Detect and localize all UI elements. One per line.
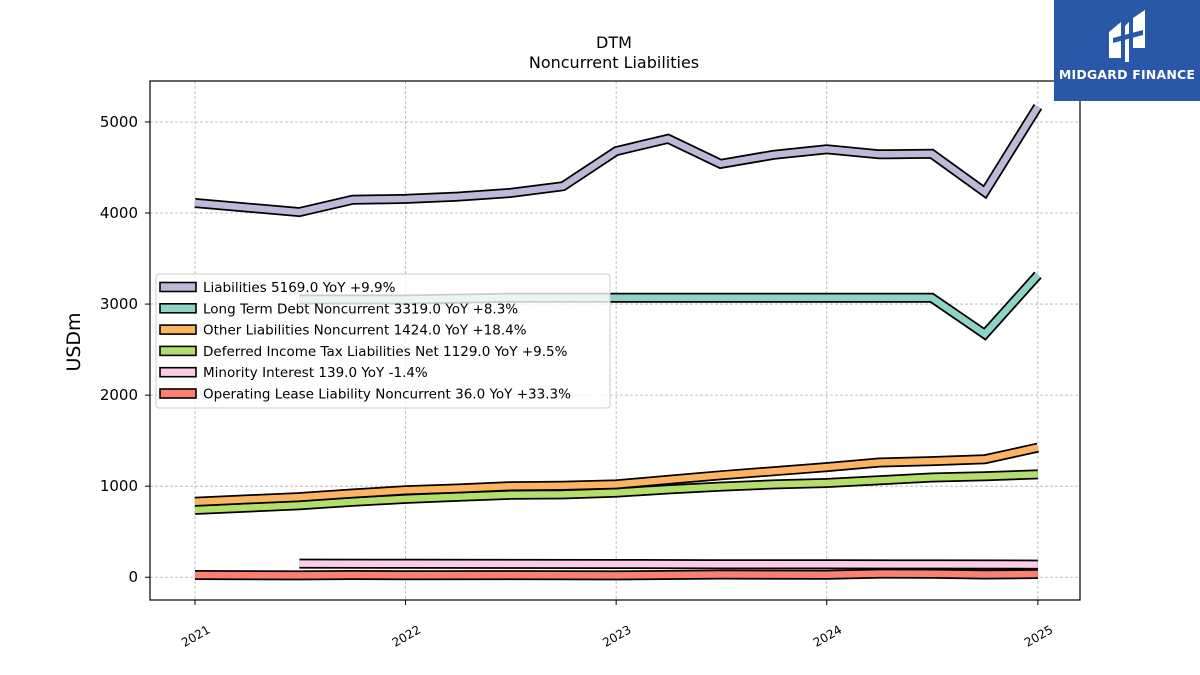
y-tick-label: 0 [128, 568, 138, 586]
logo-text: MIDGARD FINANCE [1058, 67, 1196, 82]
y-axis-label: USDm [63, 312, 85, 371]
legend-box [155, 273, 611, 409]
y-tick-label: 2000 [100, 386, 138, 404]
legend-swatch [159, 324, 197, 335]
series-line [194, 471, 1039, 514]
series-line [299, 560, 1038, 568]
brand-logo: MIDGARD FINANCE [1054, 0, 1200, 101]
y-tick-label: 1000 [100, 477, 138, 495]
legend-swatch [159, 366, 197, 378]
x-tick-label: 2024 [811, 622, 844, 649]
y-tick-label: 3000 [100, 295, 138, 313]
legend-label: Deferred Income Tax Liabilities Net 1129… [203, 344, 568, 360]
legend-swatch [159, 281, 197, 293]
x-ticks: 2021 2022 2023 2024 2025 [179, 600, 1055, 650]
x-tick-label: 2025 [1022, 622, 1055, 649]
legend-swatch [159, 388, 197, 399]
x-tick-label: 2022 [390, 622, 423, 649]
legend-label: Liabilities 5169.0 YoY +9.9% [203, 280, 396, 296]
legend: Liabilities 5169.0 YoY +9.9% Long Term De… [155, 273, 611, 409]
series-line [194, 444, 1039, 505]
series-line [194, 104, 1041, 216]
logo-mark-icon [1109, 10, 1145, 62]
legend-swatch [159, 302, 197, 314]
legend-swatch [159, 345, 197, 357]
chart-title: DTM [596, 33, 632, 52]
x-tick-label: 2021 [179, 622, 212, 649]
legend-label: Minority Interest 139.0 YoY -1.4% [203, 365, 428, 381]
y-ticks: 0 1000 2000 3000 4000 5000 [100, 113, 150, 586]
legend-label: Long Term Debt Noncurrent 3319.0 YoY +8.… [203, 301, 518, 317]
x-tick-label: 2023 [600, 622, 633, 649]
plot-frame [149, 80, 1081, 601]
legend-label: Other Liabilities Noncurrent 1424.0 YoY … [203, 323, 527, 339]
chart-subtitle: Noncurrent Liabilities [529, 53, 699, 72]
series-line [194, 570, 1038, 579]
y-tick-label: 5000 [100, 113, 138, 131]
y-tick-label: 4000 [100, 204, 138, 222]
legend-label: Operating Lease Liability Noncurrent 36.… [203, 387, 571, 403]
